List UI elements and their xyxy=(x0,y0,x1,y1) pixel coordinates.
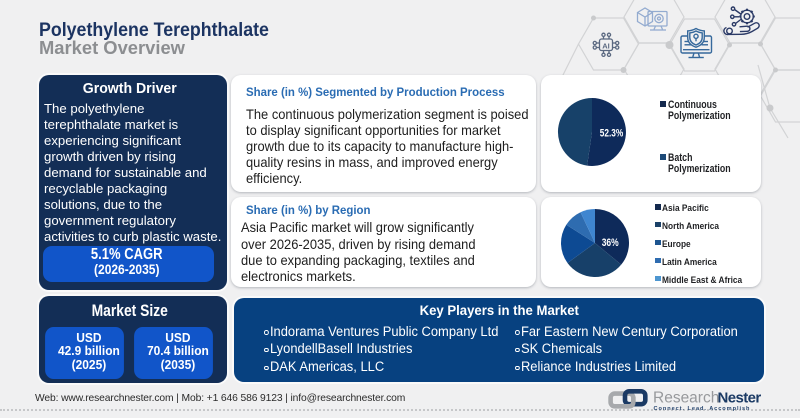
svg-text:AI: AI xyxy=(602,41,610,50)
svg-text:Connect. Lead. Accomplish: Connect. Lead. Accomplish xyxy=(654,406,751,412)
svg-text:36%: 36% xyxy=(602,237,619,249)
svg-text:52.3%: 52.3% xyxy=(600,127,624,139)
svg-text:Nester: Nester xyxy=(718,390,762,407)
svg-text:Research: Research xyxy=(653,390,719,407)
